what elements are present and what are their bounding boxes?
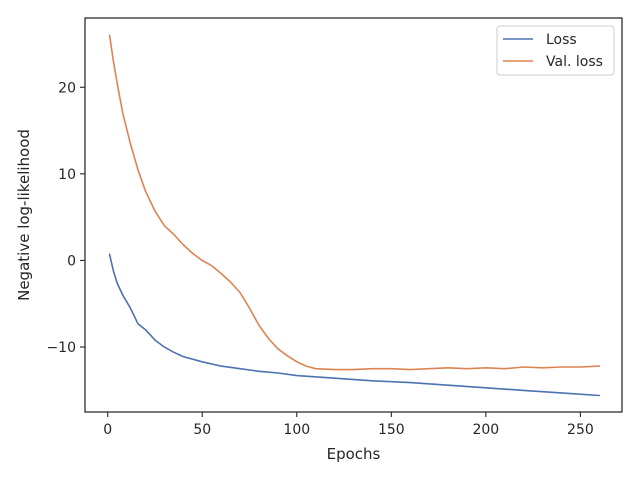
x-tick-label: 100 (283, 422, 310, 438)
series-line-loss (108, 253, 601, 397)
x-axis-label: Epochs (327, 445, 381, 463)
y-tick-label: 0 (67, 253, 76, 269)
y-tick-label: 20 (58, 80, 76, 96)
plot-frame (84, 17, 623, 413)
y-tick-label: −10 (46, 340, 76, 356)
x-tick-label: 0 (103, 422, 112, 438)
legend-label-val-loss: Val. loss (546, 54, 603, 70)
y-axis-label: Negative log-likelihood (15, 129, 33, 301)
series-line-val-loss (108, 34, 601, 371)
y-axis-ticks: −10 0 10 20 (46, 80, 85, 356)
x-tick-label: 200 (472, 422, 499, 438)
x-tick-label: 250 (567, 422, 594, 438)
x-tick-label: 150 (378, 422, 405, 438)
y-tick-label: 10 (58, 167, 76, 183)
x-tick-label: 50 (193, 422, 211, 438)
x-axis-ticks: 0 50 100 150 200 250 (103, 412, 594, 438)
plot-lines (108, 34, 601, 397)
legend-label-loss: Loss (546, 32, 577, 48)
legend: Loss Val. loss (496, 25, 615, 76)
